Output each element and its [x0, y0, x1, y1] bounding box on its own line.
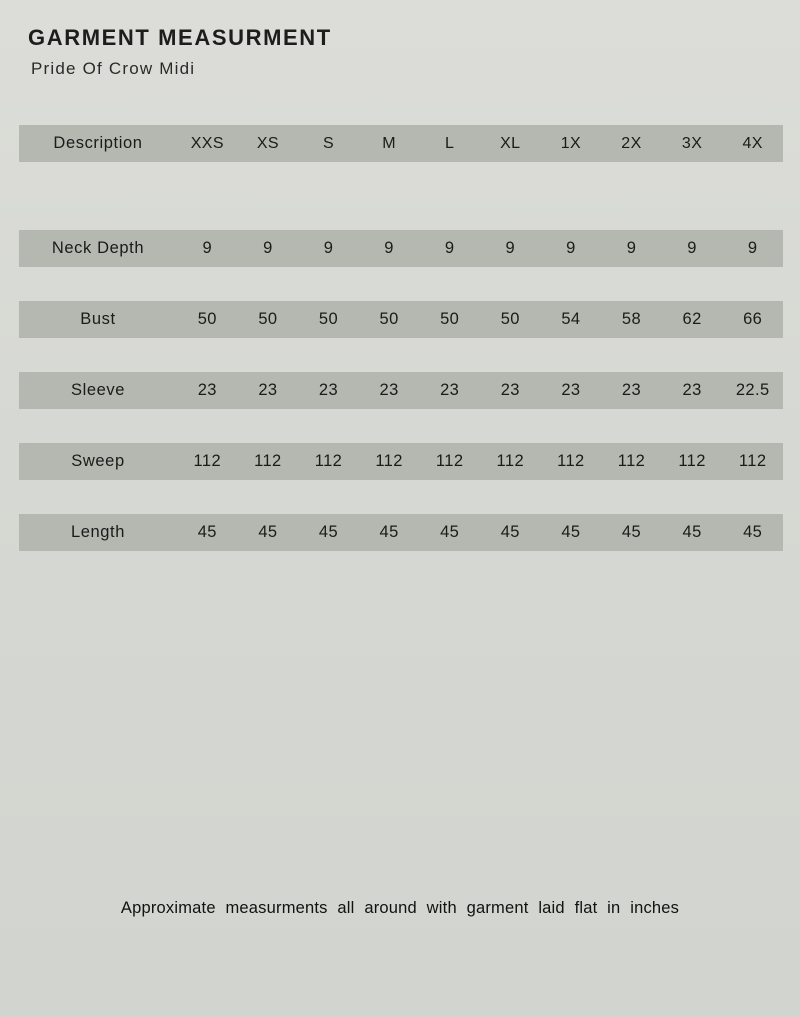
cell-value: 23	[621, 381, 642, 399]
cell-value: 23	[197, 381, 217, 399]
cell-value: 112	[678, 452, 706, 470]
row-label: Sweep	[71, 452, 125, 470]
table-header-row: Description XXS XS S M L XL 1X 2X 3X 4X	[19, 125, 783, 162]
cell-value: 45	[379, 523, 399, 541]
cell-value: 45	[682, 523, 702, 541]
cell-value: 22.5	[735, 381, 770, 399]
cell-value: 23	[258, 381, 278, 399]
cell-value: 112	[314, 452, 343, 470]
cell-value: 112	[375, 452, 403, 470]
cell-value: 62	[682, 310, 702, 328]
table-row-neck-depth: Neck Depth 9 9 9 9 9 9 9 9 9 9	[19, 230, 783, 267]
cell-value: 112	[435, 452, 464, 470]
cell-value: 23	[318, 381, 339, 399]
row-label: Sleeve	[70, 381, 126, 399]
cell-value: 112	[617, 452, 646, 470]
cell-value: 23	[682, 381, 702, 399]
cell-value: 23	[561, 381, 581, 399]
cell-value: 23	[379, 381, 399, 399]
cell-value: 23	[440, 381, 460, 399]
table-row-bust: Bust 50 50 50 50 50 50 54 58 62 66	[19, 301, 783, 338]
table-row-length: Length 45 45 45 45 45 45 45 45 45 45	[19, 514, 783, 551]
cell-value: 50	[258, 310, 278, 328]
column-header-2x: 2X	[621, 134, 642, 152]
cell-value: 9	[747, 239, 758, 257]
column-header-description: Description	[53, 134, 143, 152]
cell-value: 50	[197, 310, 217, 328]
cell-value: 112	[193, 452, 222, 470]
header-block: GARMENT MEASURMENT Pride Of Crow Midi	[28, 25, 332, 79]
cell-value: 9	[687, 239, 697, 257]
cell-value: 112	[557, 452, 585, 470]
cell-value: 45	[318, 523, 339, 541]
cell-value: 50	[379, 310, 399, 328]
cell-value: 54	[561, 310, 581, 328]
size-chart-table: Description XXS XS S M L XL 1X 2X 3X 4X …	[19, 125, 783, 585]
footnote: Approximate measurments all around with …	[120, 899, 680, 917]
cell-value: 50	[318, 310, 339, 328]
column-header-1x: 1X	[560, 134, 582, 152]
cell-value: 112	[496, 452, 525, 470]
page-title: GARMENT MEASURMENT	[28, 25, 332, 50]
row-label: Length	[70, 523, 126, 541]
row-label: Bust	[80, 310, 116, 328]
cell-value: 45	[743, 523, 763, 541]
page-subtitle: Pride Of Crow Midi	[31, 59, 196, 79]
table-row-sweep: Sweep 112 112 112 112 112 112 112 112 11…	[19, 443, 783, 480]
cell-value: 9	[444, 239, 455, 257]
column-header-xl: XL	[500, 134, 521, 152]
column-header-s: S	[322, 134, 335, 152]
column-header-3x: 3X	[681, 134, 703, 152]
cell-value: 9	[263, 239, 273, 257]
cell-value: 45	[621, 523, 642, 541]
cell-value: 9	[626, 239, 637, 257]
cell-value: 45	[258, 523, 278, 541]
cell-value: 45	[197, 523, 217, 541]
column-header-xxs: XXS	[190, 134, 224, 152]
cell-value: 112	[254, 452, 282, 470]
cell-value: 112	[738, 452, 767, 470]
cell-value: 45	[561, 523, 581, 541]
cell-value: 9	[566, 239, 576, 257]
column-header-l: L	[445, 134, 455, 152]
table-row-sleeve: Sleeve 23 23 23 23 23 23 23 23 23 22.5	[19, 372, 783, 409]
cell-value: 45	[440, 523, 460, 541]
column-header-4x: 4X	[742, 134, 763, 152]
cell-value: 9	[202, 239, 213, 257]
column-header-xs: XS	[256, 134, 279, 152]
cell-value: 50	[440, 310, 460, 328]
row-label: Neck Depth	[51, 239, 145, 257]
cell-value: 9	[323, 239, 334, 257]
cell-value: 9	[384, 239, 394, 257]
column-header-m: M	[382, 134, 396, 152]
cell-value: 23	[500, 381, 520, 399]
cell-value: 50	[500, 310, 520, 328]
cell-value: 45	[500, 523, 520, 541]
cell-value: 66	[743, 310, 763, 328]
cell-value: 58	[621, 310, 642, 328]
cell-value: 9	[505, 239, 516, 257]
